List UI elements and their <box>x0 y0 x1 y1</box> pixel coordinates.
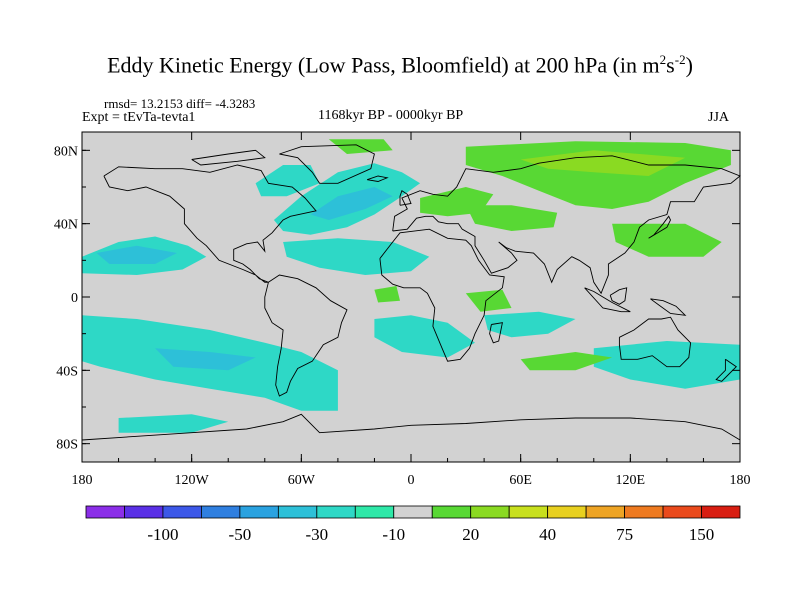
anomaly-indian-ocean-neg <box>484 311 576 338</box>
anomaly-east-asia-pos <box>612 223 722 257</box>
colorbar-swatch <box>624 505 664 519</box>
x-tick-label: 60W <box>288 473 316 488</box>
experiment-label: Expt = tEvTa-tevta1 <box>82 110 196 125</box>
anomaly-south-pacific-core <box>155 348 256 371</box>
colorbar-swatch <box>354 505 395 519</box>
x-tick-label: 180 <box>72 473 93 488</box>
y-tick-label: 80S <box>56 438 78 453</box>
y-tick-label: 0 <box>71 291 78 306</box>
coastline-antarctica <box>81 413 741 441</box>
colorbar-label: 75 <box>616 525 633 544</box>
anomaly-north-pacific-core <box>96 245 177 264</box>
map-layer <box>82 132 740 462</box>
x-tick-label: 0 <box>408 473 415 488</box>
x-tick-label: 120W <box>175 473 210 488</box>
coastline-new-guinea <box>650 298 687 316</box>
colorbar-swatch <box>393 505 433 519</box>
colorbar-swatch <box>239 505 279 519</box>
colorbar-swatch <box>277 505 318 519</box>
colorbar-swatch <box>162 505 202 519</box>
colorbar-swatch <box>316 505 356 519</box>
x-tick-label: 60E <box>509 473 532 488</box>
period-label: 1168kyr BP - 0000kyr BP <box>318 108 464 123</box>
coastline-iceland <box>366 175 389 182</box>
coastline-british-isles <box>399 190 412 206</box>
coastline-north-america <box>103 164 317 283</box>
anomaly-europe-pos <box>420 187 494 217</box>
x-tick-label: 180 <box>730 473 751 488</box>
anomaly-tropics-africa-pos <box>374 286 400 303</box>
x-tick-label: 120E <box>616 473 646 488</box>
coastline-australia <box>618 316 692 368</box>
colorbar-swatch <box>85 505 125 519</box>
colorbar-label: -100 <box>147 525 178 544</box>
stats-label: rmsd= 13.2153 diff= -4.3283 <box>104 96 256 111</box>
colorbar-swatch <box>662 505 702 519</box>
coastline-layer <box>81 144 741 441</box>
anomaly-central-asia-pos <box>465 205 558 231</box>
coastline-south-america <box>264 274 348 397</box>
axis-ticks: 180 120W 60W 0 60E 120E 180 80N 40N 0 40S 80S <box>54 132 751 488</box>
coastline-madagascar <box>489 322 503 344</box>
coastline-borneo <box>609 287 628 305</box>
colorbar-swatch <box>547 505 587 519</box>
anomaly-siberia-pos <box>520 150 686 176</box>
colorbar: -100 -50 -30 -10 20 40 75 150 <box>85 505 741 544</box>
chart-title: Eddy Kinetic Energy (Low Pass, Bloomfiel… <box>107 52 693 78</box>
colorbar-label: -50 <box>229 525 252 544</box>
anomaly-australia-south-neg <box>593 341 740 389</box>
anomaly-east-africa-pos <box>465 289 512 312</box>
colorbar-swatch <box>508 505 549 519</box>
colorbar-label: 20 <box>462 525 479 544</box>
colorbar-swatch <box>470 505 510 519</box>
y-tick-label: 40S <box>56 364 78 379</box>
coastline-eurasia <box>392 155 741 295</box>
coastline-greenland <box>279 144 375 184</box>
coastline-africa <box>379 228 505 362</box>
coastline-new-zealand <box>715 358 738 382</box>
coastline-arctic-islands <box>191 149 266 166</box>
colorbar-swatch <box>585 505 625 519</box>
coastline-indonesia <box>584 287 631 313</box>
y-tick-label: 40N <box>54 218 78 233</box>
anomaly-southern-ocean-neg <box>118 414 229 433</box>
colorbar-swatch <box>701 505 741 519</box>
anomaly-tropical-atlantic-neg <box>283 238 430 275</box>
anomaly-south-atlantic-neg <box>374 315 475 358</box>
colorbar-label: 40 <box>539 525 556 544</box>
colorbar-label: 150 <box>689 525 715 544</box>
colorbar-swatch <box>124 505 164 519</box>
colorbar-swatch <box>431 505 472 519</box>
season-label: JJA <box>708 110 730 125</box>
y-tick-label: 80N <box>54 144 78 159</box>
coastline-japan <box>648 215 672 239</box>
colorbar-label: -10 <box>382 525 405 544</box>
anomaly-labrador-neg <box>255 165 320 197</box>
anomaly-indian-pos <box>520 352 613 371</box>
colorbar-label: -30 <box>305 525 328 544</box>
anomaly-north-atlantic-core <box>310 187 393 220</box>
colorbar-swatch <box>201 505 241 519</box>
